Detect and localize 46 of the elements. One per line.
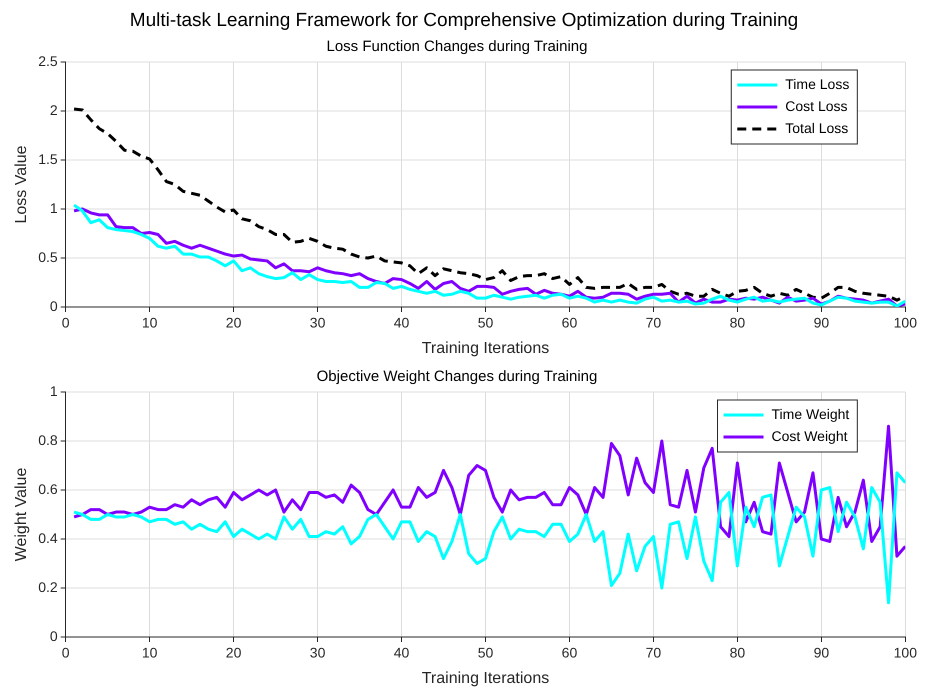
legend-label: Time Loss bbox=[785, 76, 850, 92]
x-tick-label: 0 bbox=[62, 644, 70, 660]
y-tick-label: 0.8 bbox=[38, 432, 58, 448]
x-tick-label: 10 bbox=[142, 644, 158, 660]
x-tick-label: 60 bbox=[562, 644, 578, 660]
chart-subtitle: Loss Function Changes during Training bbox=[326, 38, 588, 56]
x-tick-label: 90 bbox=[814, 644, 830, 660]
x-tick-label: 10 bbox=[142, 314, 158, 330]
x-tick-label: 70 bbox=[646, 644, 662, 660]
x-tick-label: 90 bbox=[814, 314, 830, 330]
x-tick-label: 40 bbox=[394, 644, 410, 660]
x-tick-label: 80 bbox=[730, 644, 746, 660]
y-tick-label: 2.5 bbox=[38, 52, 58, 69]
y-tick-label: 1.5 bbox=[38, 150, 58, 167]
legend-label: Cost Loss bbox=[785, 98, 848, 114]
legend-label: Time Weight bbox=[772, 406, 850, 422]
legend-label: Cost Weight bbox=[772, 428, 848, 444]
x-tick-label: 100 bbox=[894, 314, 918, 330]
y-tick-label: 0 bbox=[50, 298, 58, 314]
y-axis-title: Loss Value bbox=[13, 145, 30, 224]
x-tick-label: 30 bbox=[310, 644, 326, 660]
y-tick-label: 0.4 bbox=[38, 530, 58, 546]
y-tick-label: 0 bbox=[50, 628, 58, 644]
x-axis-title: Training Iterations bbox=[422, 340, 550, 357]
y-tick-label: 0.2 bbox=[38, 578, 58, 595]
x-tick-label: 20 bbox=[226, 314, 242, 330]
x-tick-label: 50 bbox=[478, 314, 494, 330]
y-tick-label: 0.5 bbox=[38, 248, 58, 265]
x-tick-label: 30 bbox=[310, 314, 326, 330]
x-tick-label: 40 bbox=[394, 314, 410, 330]
x-tick-label: 80 bbox=[730, 314, 746, 330]
x-tick-label: 60 bbox=[562, 314, 578, 330]
y-tick-label: 0.6 bbox=[38, 480, 58, 497]
y-tick-label: 2 bbox=[50, 102, 58, 118]
x-tick-label: 20 bbox=[226, 644, 242, 660]
y-tick-label: 1 bbox=[50, 200, 58, 216]
chart-title: Objective Weight Changes during Training bbox=[316, 368, 598, 386]
x-tick-label: 70 bbox=[646, 314, 662, 330]
y-axis-title: Weight Value bbox=[13, 468, 30, 562]
legend-label: Total Loss bbox=[785, 120, 848, 136]
x-tick-label: 100 bbox=[894, 644, 918, 660]
x-tick-label: 0 bbox=[62, 314, 70, 330]
y-tick-label: 1 bbox=[50, 382, 58, 399]
x-tick-label: 50 bbox=[478, 644, 494, 660]
chart-title: Multi-task Learning Framework for Comprehensive Optimization during Training bbox=[128, 9, 800, 32]
x-axis-title: Training Iterations bbox=[422, 670, 550, 687]
